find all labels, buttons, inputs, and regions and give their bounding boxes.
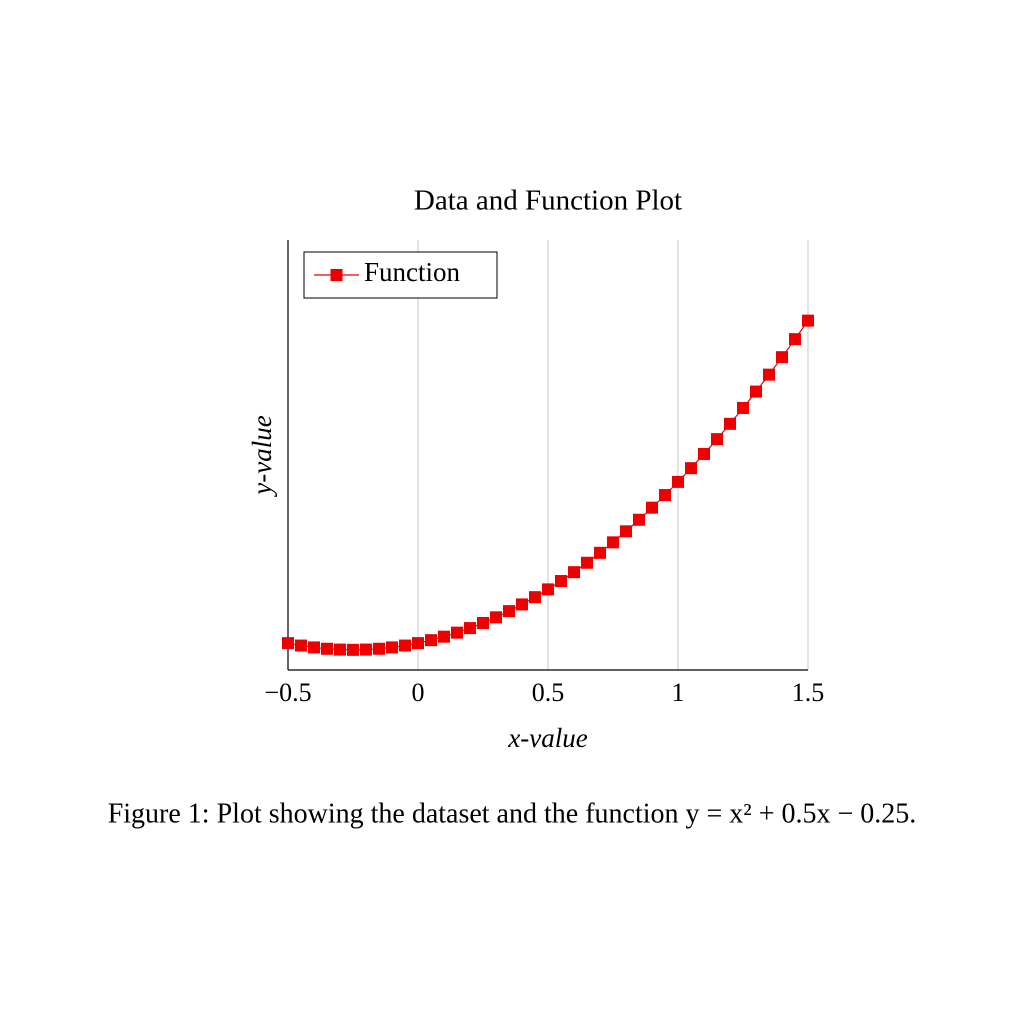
marker <box>503 605 515 618</box>
marker <box>347 643 359 656</box>
marker <box>412 637 424 650</box>
marker <box>438 630 450 643</box>
marker <box>633 513 645 526</box>
x-tick-label: −0.5 <box>264 678 311 707</box>
marker <box>776 351 788 364</box>
marker <box>581 556 593 569</box>
marker <box>516 598 528 611</box>
marker <box>763 368 775 381</box>
marker <box>529 591 541 604</box>
chart-title: Data and Function Plot <box>414 185 682 217</box>
marker <box>334 643 346 656</box>
marker <box>295 639 307 652</box>
marker <box>477 616 489 629</box>
marker <box>555 575 567 588</box>
marker <box>750 385 762 398</box>
x-tick-label: 0 <box>412 678 425 707</box>
marker <box>607 536 619 549</box>
marker <box>568 566 580 579</box>
marker <box>490 611 502 624</box>
marker <box>685 462 697 475</box>
marker <box>698 447 710 460</box>
marker <box>321 642 333 655</box>
marker <box>672 475 684 488</box>
legend-label: Function <box>364 257 461 287</box>
x-tick-label: 1.5 <box>792 678 825 707</box>
marker <box>620 525 632 538</box>
marker <box>737 401 749 414</box>
marker <box>282 637 294 650</box>
marker <box>724 417 736 430</box>
marker <box>399 639 411 652</box>
marker <box>360 643 372 656</box>
marker <box>386 641 398 654</box>
marker <box>594 546 606 559</box>
marker <box>711 433 723 446</box>
marker <box>425 634 437 647</box>
marker <box>789 333 801 346</box>
marker <box>464 622 476 635</box>
marker <box>451 626 463 639</box>
marker <box>542 583 554 596</box>
legend-marker <box>330 269 343 281</box>
y-axis-label: y-value <box>247 415 277 497</box>
marker <box>373 642 385 655</box>
marker <box>659 489 671 502</box>
x-tick-label: 0.5 <box>532 678 565 707</box>
marker <box>802 314 814 327</box>
x-axis-label: x-value <box>507 723 587 753</box>
x-tick-label: 1 <box>672 678 685 707</box>
marker <box>646 501 658 514</box>
caption: Figure 1: Plot showing the dataset and t… <box>108 798 917 829</box>
marker <box>308 641 320 654</box>
